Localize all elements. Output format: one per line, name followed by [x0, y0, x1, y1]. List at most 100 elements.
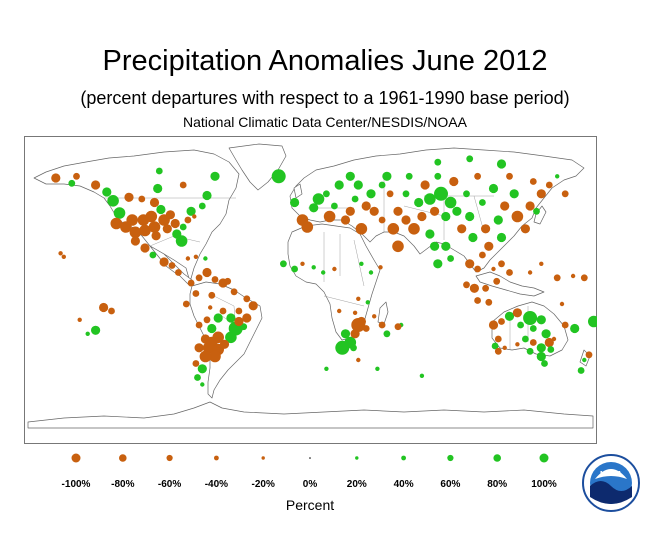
station-marker	[334, 180, 344, 190]
station-marker	[491, 342, 499, 350]
station-marker	[208, 305, 213, 310]
station-marker	[197, 364, 207, 374]
station-marker	[324, 366, 329, 371]
station-marker	[356, 296, 361, 301]
station-marker	[194, 343, 204, 353]
station-marker	[561, 321, 569, 329]
station-marker	[424, 193, 436, 205]
station-marker	[539, 261, 544, 266]
station-marker	[208, 291, 216, 299]
station-marker	[107, 195, 119, 207]
legend-marker	[214, 455, 219, 461]
station-marker	[536, 343, 546, 353]
station-marker	[541, 329, 551, 339]
station-marker	[433, 259, 443, 269]
station-marker	[168, 262, 176, 269]
station-marker	[449, 176, 459, 187]
station-marker	[493, 277, 501, 285]
station-marker	[355, 223, 368, 235]
station-marker	[219, 307, 227, 315]
station-marker	[378, 181, 386, 189]
legend-title: Percent	[285, 497, 335, 513]
station-marker	[457, 224, 467, 234]
station-marker	[58, 251, 63, 256]
station-marker	[186, 206, 196, 216]
station-marker	[559, 301, 565, 307]
legend-marker	[539, 453, 549, 463]
station-marker	[547, 346, 555, 353]
station-marker	[242, 313, 252, 323]
station-marker	[481, 224, 491, 234]
station-marker	[340, 215, 351, 225]
station-marker	[240, 323, 248, 331]
station-marker	[148, 221, 161, 233]
station-marker	[488, 183, 499, 194]
station-marker	[51, 173, 61, 183]
station-marker	[110, 217, 123, 230]
station-marker	[447, 255, 454, 262]
noaa-logo-icon: NOAA	[582, 454, 640, 512]
station-marker	[165, 210, 175, 220]
station-marker	[498, 260, 505, 268]
station-marker	[187, 279, 195, 287]
japan-coast	[533, 205, 547, 225]
station-marker	[198, 202, 206, 210]
station-marker	[484, 241, 494, 251]
station-marker	[545, 181, 553, 189]
station-marker	[340, 329, 351, 339]
station-marker	[474, 265, 481, 273]
station-marker	[474, 172, 481, 180]
station-marker	[202, 342, 215, 354]
station-marker	[203, 316, 211, 324]
station-marker	[430, 241, 440, 251]
legend-label: 20%	[347, 479, 367, 490]
station-marker	[321, 270, 326, 275]
station-marker	[323, 190, 330, 198]
station-marker	[365, 300, 370, 305]
station-marker	[353, 180, 363, 190]
station-marker	[234, 316, 244, 327]
greenland-coast	[228, 143, 287, 191]
station-marker	[368, 270, 374, 275]
station-marker	[366, 189, 376, 199]
station-marker	[511, 210, 524, 223]
station-marker	[219, 339, 230, 349]
station-marker	[526, 347, 534, 355]
station-marker	[91, 325, 101, 335]
station-marker	[356, 316, 366, 327]
station-marker	[192, 214, 197, 219]
station-marker	[504, 311, 515, 321]
station-marker	[414, 197, 424, 208]
legend-label: 0%	[303, 479, 318, 490]
station-marker	[335, 340, 350, 355]
station-marker	[401, 215, 411, 225]
station-marker	[536, 189, 546, 199]
station-marker	[488, 320, 499, 330]
legend-marker	[447, 454, 454, 462]
page-subtitle: (percent departures with respect to a 19…	[80, 88, 570, 108]
station-marker	[529, 339, 537, 346]
station-marker	[195, 274, 203, 282]
station-marker	[73, 172, 80, 180]
station-marker	[496, 159, 507, 169]
station-marker	[113, 207, 126, 219]
station-marker	[140, 243, 150, 253]
station-marker	[139, 224, 151, 237]
station-marker	[533, 207, 540, 215]
station-marker	[170, 218, 180, 229]
legend-label: 60%	[440, 479, 460, 490]
station-marker	[523, 311, 538, 325]
station-marker	[430, 206, 440, 216]
station-marker	[580, 274, 588, 282]
station-marker	[68, 179, 76, 187]
station-marker	[271, 169, 286, 184]
station-marker	[408, 223, 420, 235]
station-marker	[369, 206, 379, 216]
station-marker	[323, 210, 336, 223]
legend-label: 80%	[487, 479, 507, 490]
station-marker	[194, 374, 201, 381]
station-marker	[585, 351, 593, 359]
station-marker	[359, 261, 364, 266]
legend-label: -80%	[111, 479, 134, 490]
station-marker	[156, 204, 166, 215]
